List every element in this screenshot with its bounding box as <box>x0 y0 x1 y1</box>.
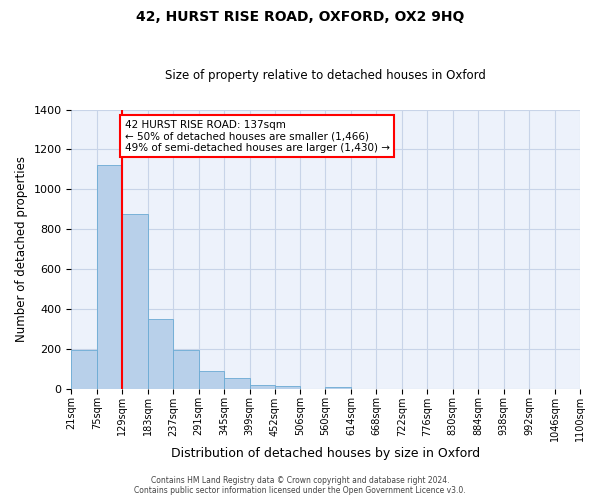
Bar <box>275 386 300 388</box>
Y-axis label: Number of detached properties: Number of detached properties <box>15 156 28 342</box>
Title: Size of property relative to detached houses in Oxford: Size of property relative to detached ho… <box>165 69 486 82</box>
Bar <box>224 378 250 388</box>
X-axis label: Distribution of detached houses by size in Oxford: Distribution of detached houses by size … <box>171 447 480 460</box>
Bar <box>325 386 351 388</box>
Bar <box>250 384 275 388</box>
Text: 42 HURST RISE ROAD: 137sqm
← 50% of detached houses are smaller (1,466)
49% of s: 42 HURST RISE ROAD: 137sqm ← 50% of deta… <box>125 120 389 152</box>
Bar <box>122 214 148 388</box>
Bar <box>71 350 97 389</box>
Bar <box>199 370 224 388</box>
Bar <box>173 350 199 389</box>
Text: Contains HM Land Registry data © Crown copyright and database right 2024.
Contai: Contains HM Land Registry data © Crown c… <box>134 476 466 495</box>
Text: 42, HURST RISE ROAD, OXFORD, OX2 9HQ: 42, HURST RISE ROAD, OXFORD, OX2 9HQ <box>136 10 464 24</box>
Bar <box>97 166 122 388</box>
Bar <box>148 319 173 388</box>
